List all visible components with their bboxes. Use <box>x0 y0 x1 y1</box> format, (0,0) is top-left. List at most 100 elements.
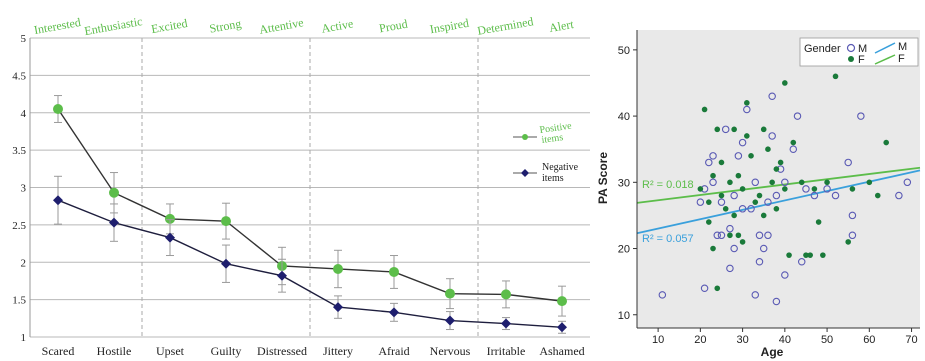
point-m <box>717 231 726 240</box>
point-f <box>727 232 733 239</box>
x-axis-label: Age <box>761 345 784 359</box>
y-tick-label: 20 <box>618 244 630 256</box>
point-f <box>727 179 733 186</box>
point-f <box>701 106 708 113</box>
y-tick-label: 2.5 <box>12 220 26 232</box>
point-m <box>730 191 738 200</box>
point-m <box>721 125 730 134</box>
positive-item-label: Enthusiastic <box>83 14 143 38</box>
point-f <box>874 192 881 199</box>
point-m <box>848 231 857 240</box>
point-m <box>734 152 743 160</box>
error-bar-line-chart: 1 1.5 2 2.5 3 3.5 4 4.5 5 Interested Enthusiastic… <box>12 14 590 358</box>
point-m <box>831 191 840 200</box>
y-tick-label: 3 <box>21 183 27 195</box>
y-tick-label: 1 <box>21 332 27 344</box>
point-f <box>790 139 797 146</box>
point-m <box>781 178 789 187</box>
point-f <box>756 192 763 199</box>
legend-f-marker <box>848 56 854 62</box>
point-m <box>793 112 802 120</box>
point-m <box>810 191 819 200</box>
negative-item-label: Scared <box>42 344 75 358</box>
point-m <box>772 191 781 200</box>
negative-item-label: Nervous <box>430 344 471 358</box>
point-f <box>697 186 704 192</box>
negative-item-label: Hostile <box>97 344 132 358</box>
y-tick-label: 2 <box>21 257 27 269</box>
scatter-legend-title: Gender <box>804 43 841 55</box>
point-f <box>786 252 792 258</box>
y-tick-label: 50 <box>618 45 630 57</box>
point-m <box>797 258 806 266</box>
scatter-points <box>658 73 912 306</box>
point-f <box>782 80 788 86</box>
point-m <box>751 178 760 187</box>
point-m <box>755 231 764 240</box>
negative-item-label: Irritable <box>487 344 526 358</box>
point-m <box>764 231 772 240</box>
legend-negative-label-line2: items <box>542 173 564 184</box>
point-m <box>759 244 768 253</box>
point-m <box>696 198 705 206</box>
point-f <box>735 172 742 179</box>
point-m <box>713 231 722 240</box>
point-f <box>820 252 826 258</box>
negative-item-label: Distressed <box>257 344 307 358</box>
legend-positive-marker <box>522 134 528 140</box>
point-f <box>748 153 754 159</box>
negative-item-label: Upset <box>156 344 185 358</box>
fit-line-f <box>636 166 921 204</box>
point-f <box>760 212 767 219</box>
point-m <box>747 205 755 213</box>
scatter-legend: Gender M F M F <box>799 37 919 67</box>
x-tick-label: 50 <box>821 334 833 346</box>
point-m <box>768 132 776 140</box>
fit-lines <box>636 166 921 235</box>
legend-m-fit-line <box>874 42 896 54</box>
point-f <box>769 179 775 186</box>
point-f <box>798 179 805 186</box>
point-f <box>739 186 746 192</box>
r-squared-f-label: R² = 0.018 <box>642 179 694 191</box>
point-m <box>823 185 831 193</box>
point-m <box>768 92 776 100</box>
negative-data-point <box>501 318 511 329</box>
point-f <box>866 179 873 186</box>
point-m <box>709 178 717 187</box>
fit-line-m <box>636 169 921 235</box>
legend-positive-label-line1: Positive <box>539 121 573 136</box>
negative-item-label: Guilty <box>211 344 242 358</box>
point-m <box>789 145 798 153</box>
positive-data-point <box>333 263 343 274</box>
point-f <box>752 199 759 205</box>
scatter-axis-ticks: 10 20 30 40 50 60 70 10 20 30 40 50 <box>618 45 918 346</box>
point-f <box>824 179 830 186</box>
point-m <box>717 198 726 206</box>
point-f <box>807 252 813 258</box>
point-m <box>705 158 713 167</box>
point-f <box>815 219 822 225</box>
positive-item-label: Alert <box>548 17 575 35</box>
y-tick-label: 30 <box>618 177 630 189</box>
y-tick-label: 4 <box>21 108 27 120</box>
point-m <box>726 264 734 273</box>
point-m <box>658 291 667 299</box>
point-m <box>700 284 709 293</box>
y-tick-label: 4.5 <box>12 70 26 82</box>
positive-item-label: Determined <box>476 14 534 38</box>
point-m <box>738 138 747 147</box>
negative-data-point <box>53 195 63 206</box>
point-f <box>832 73 839 80</box>
y-axis-tick-labels: 1 1.5 2 2.5 3 3.5 4 4.5 5 <box>12 33 26 344</box>
point-f <box>710 245 716 252</box>
point-f <box>744 133 750 139</box>
negative-item-label: Ashamed <box>539 344 584 358</box>
positive-item-label: Proud <box>378 17 409 36</box>
x-tick-label: 60 <box>863 334 875 346</box>
y-tick-label: 10 <box>618 310 630 322</box>
point-f <box>718 192 725 199</box>
point-m <box>781 271 789 279</box>
point-f <box>760 126 767 133</box>
point-m <box>709 152 717 160</box>
